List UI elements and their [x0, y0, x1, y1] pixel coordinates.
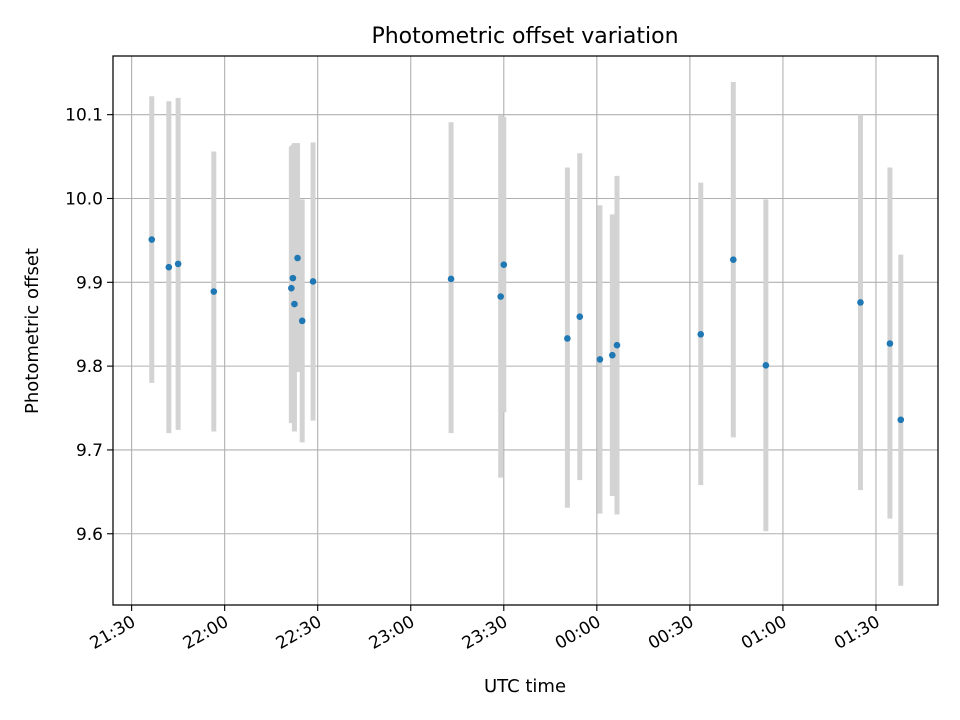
data-point: [447, 275, 455, 283]
plot-frame: [112, 55, 939, 606]
data-point: [500, 261, 508, 269]
data-point: [857, 299, 864, 306]
data-point: [564, 335, 571, 342]
data-point: [609, 351, 616, 359]
plot-area: [113, 56, 938, 605]
y-tick-label: 9.8: [76, 357, 103, 377]
data-point: [289, 274, 297, 282]
y-tick-label: 9.7: [76, 441, 103, 461]
x-axis-label: UTC time: [484, 676, 566, 697]
data-point: [294, 254, 301, 262]
data-point: [291, 300, 298, 308]
y-axis-label: Photometric offset: [22, 248, 43, 414]
data-point: [596, 356, 604, 363]
y-axis-ticks: 9.6 9.7 9.8 9.9 10.0 10.1: [65, 106, 113, 545]
data-point: [613, 341, 621, 349]
data-point: [497, 293, 504, 300]
data-point: [886, 340, 894, 347]
data-point: [165, 263, 173, 271]
data-point: [309, 278, 317, 285]
y-tick-label: 9.9: [76, 273, 103, 293]
data-points: [148, 236, 905, 424]
data-point: [576, 313, 584, 320]
chart-title: Photometric offset variation: [371, 24, 678, 49]
data-point: [730, 256, 737, 263]
data-point: [897, 416, 905, 424]
y-tick-label: 10.1: [65, 106, 103, 126]
data-point: [288, 284, 295, 292]
data-point: [697, 330, 705, 338]
y-tick-label: 9.6: [76, 525, 103, 545]
data-point: [298, 317, 306, 325]
y-tick-label: 10.0: [65, 189, 103, 209]
data-point: [174, 260, 182, 268]
data-point: [210, 288, 218, 295]
data-point: [762, 361, 770, 369]
grid: [113, 56, 938, 605]
data-point: [148, 236, 156, 243]
